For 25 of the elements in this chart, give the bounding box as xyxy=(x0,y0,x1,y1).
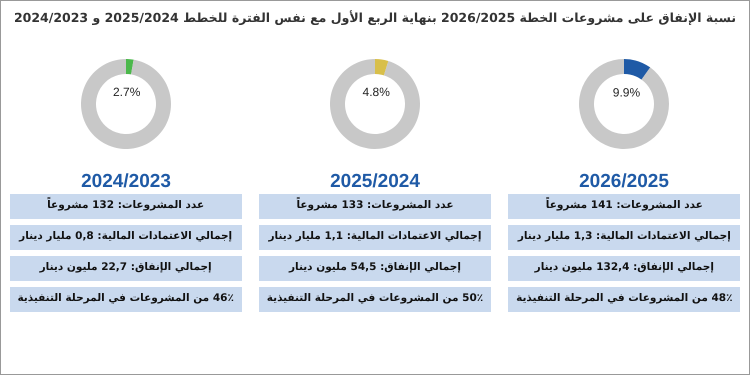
data-label: 4.8% xyxy=(362,85,390,100)
text: 48٪ من المشروعات في المرحلة التنفيذية xyxy=(508,287,740,312)
text: إجمالي الإنفاق: 54,5 مليون دينار xyxy=(258,256,491,281)
text: إجمالي الاعتمادات المالية: 1,1 مليار دينار xyxy=(258,225,491,250)
text: نسبة الإنفاق على مشروعات الخطة 2026/2025 بنهاية الربع الأول مع نفس الفترة للخطط 2025/2024 و 2024/2023 xyxy=(12,9,738,27)
donut-slice xyxy=(579,59,670,149)
text: إجمالي الاعتمادات المالية: 0,8 مليار دينار xyxy=(10,225,242,250)
donut-slice xyxy=(624,59,651,80)
donut-slice xyxy=(126,59,134,74)
text: عدد المشروعات: 132 مشروعاً xyxy=(10,194,242,219)
text: عدد المشروعات: 141 مشروعاً xyxy=(508,194,740,219)
text: إجمالي الاعتمادات المالية: 1,3 مليار دينار xyxy=(508,225,740,250)
donut-slice xyxy=(374,59,388,76)
text: 2026/2025 xyxy=(579,171,670,192)
text: إجمالي الإنفاق: 132,4 مليون دينار xyxy=(508,256,740,281)
donut-slice xyxy=(330,59,420,149)
text: إجمالي الإنفاق: 22,7 مليون دينار xyxy=(10,256,242,281)
text: 2024/2023 xyxy=(80,171,171,192)
data-label: 9.9% xyxy=(613,86,641,100)
text: 2025/2024 xyxy=(330,171,420,192)
data-label: 2.7% xyxy=(112,85,140,100)
text: عدد المشروعات: 133 مشروعاً xyxy=(258,194,491,219)
text: 50٪ من المشروعات في المرحلة التنفيذية xyxy=(258,287,491,312)
donut-slice xyxy=(80,59,171,149)
text: 46٪ من المشروعات في المرحلة التنفيذية xyxy=(10,287,242,312)
